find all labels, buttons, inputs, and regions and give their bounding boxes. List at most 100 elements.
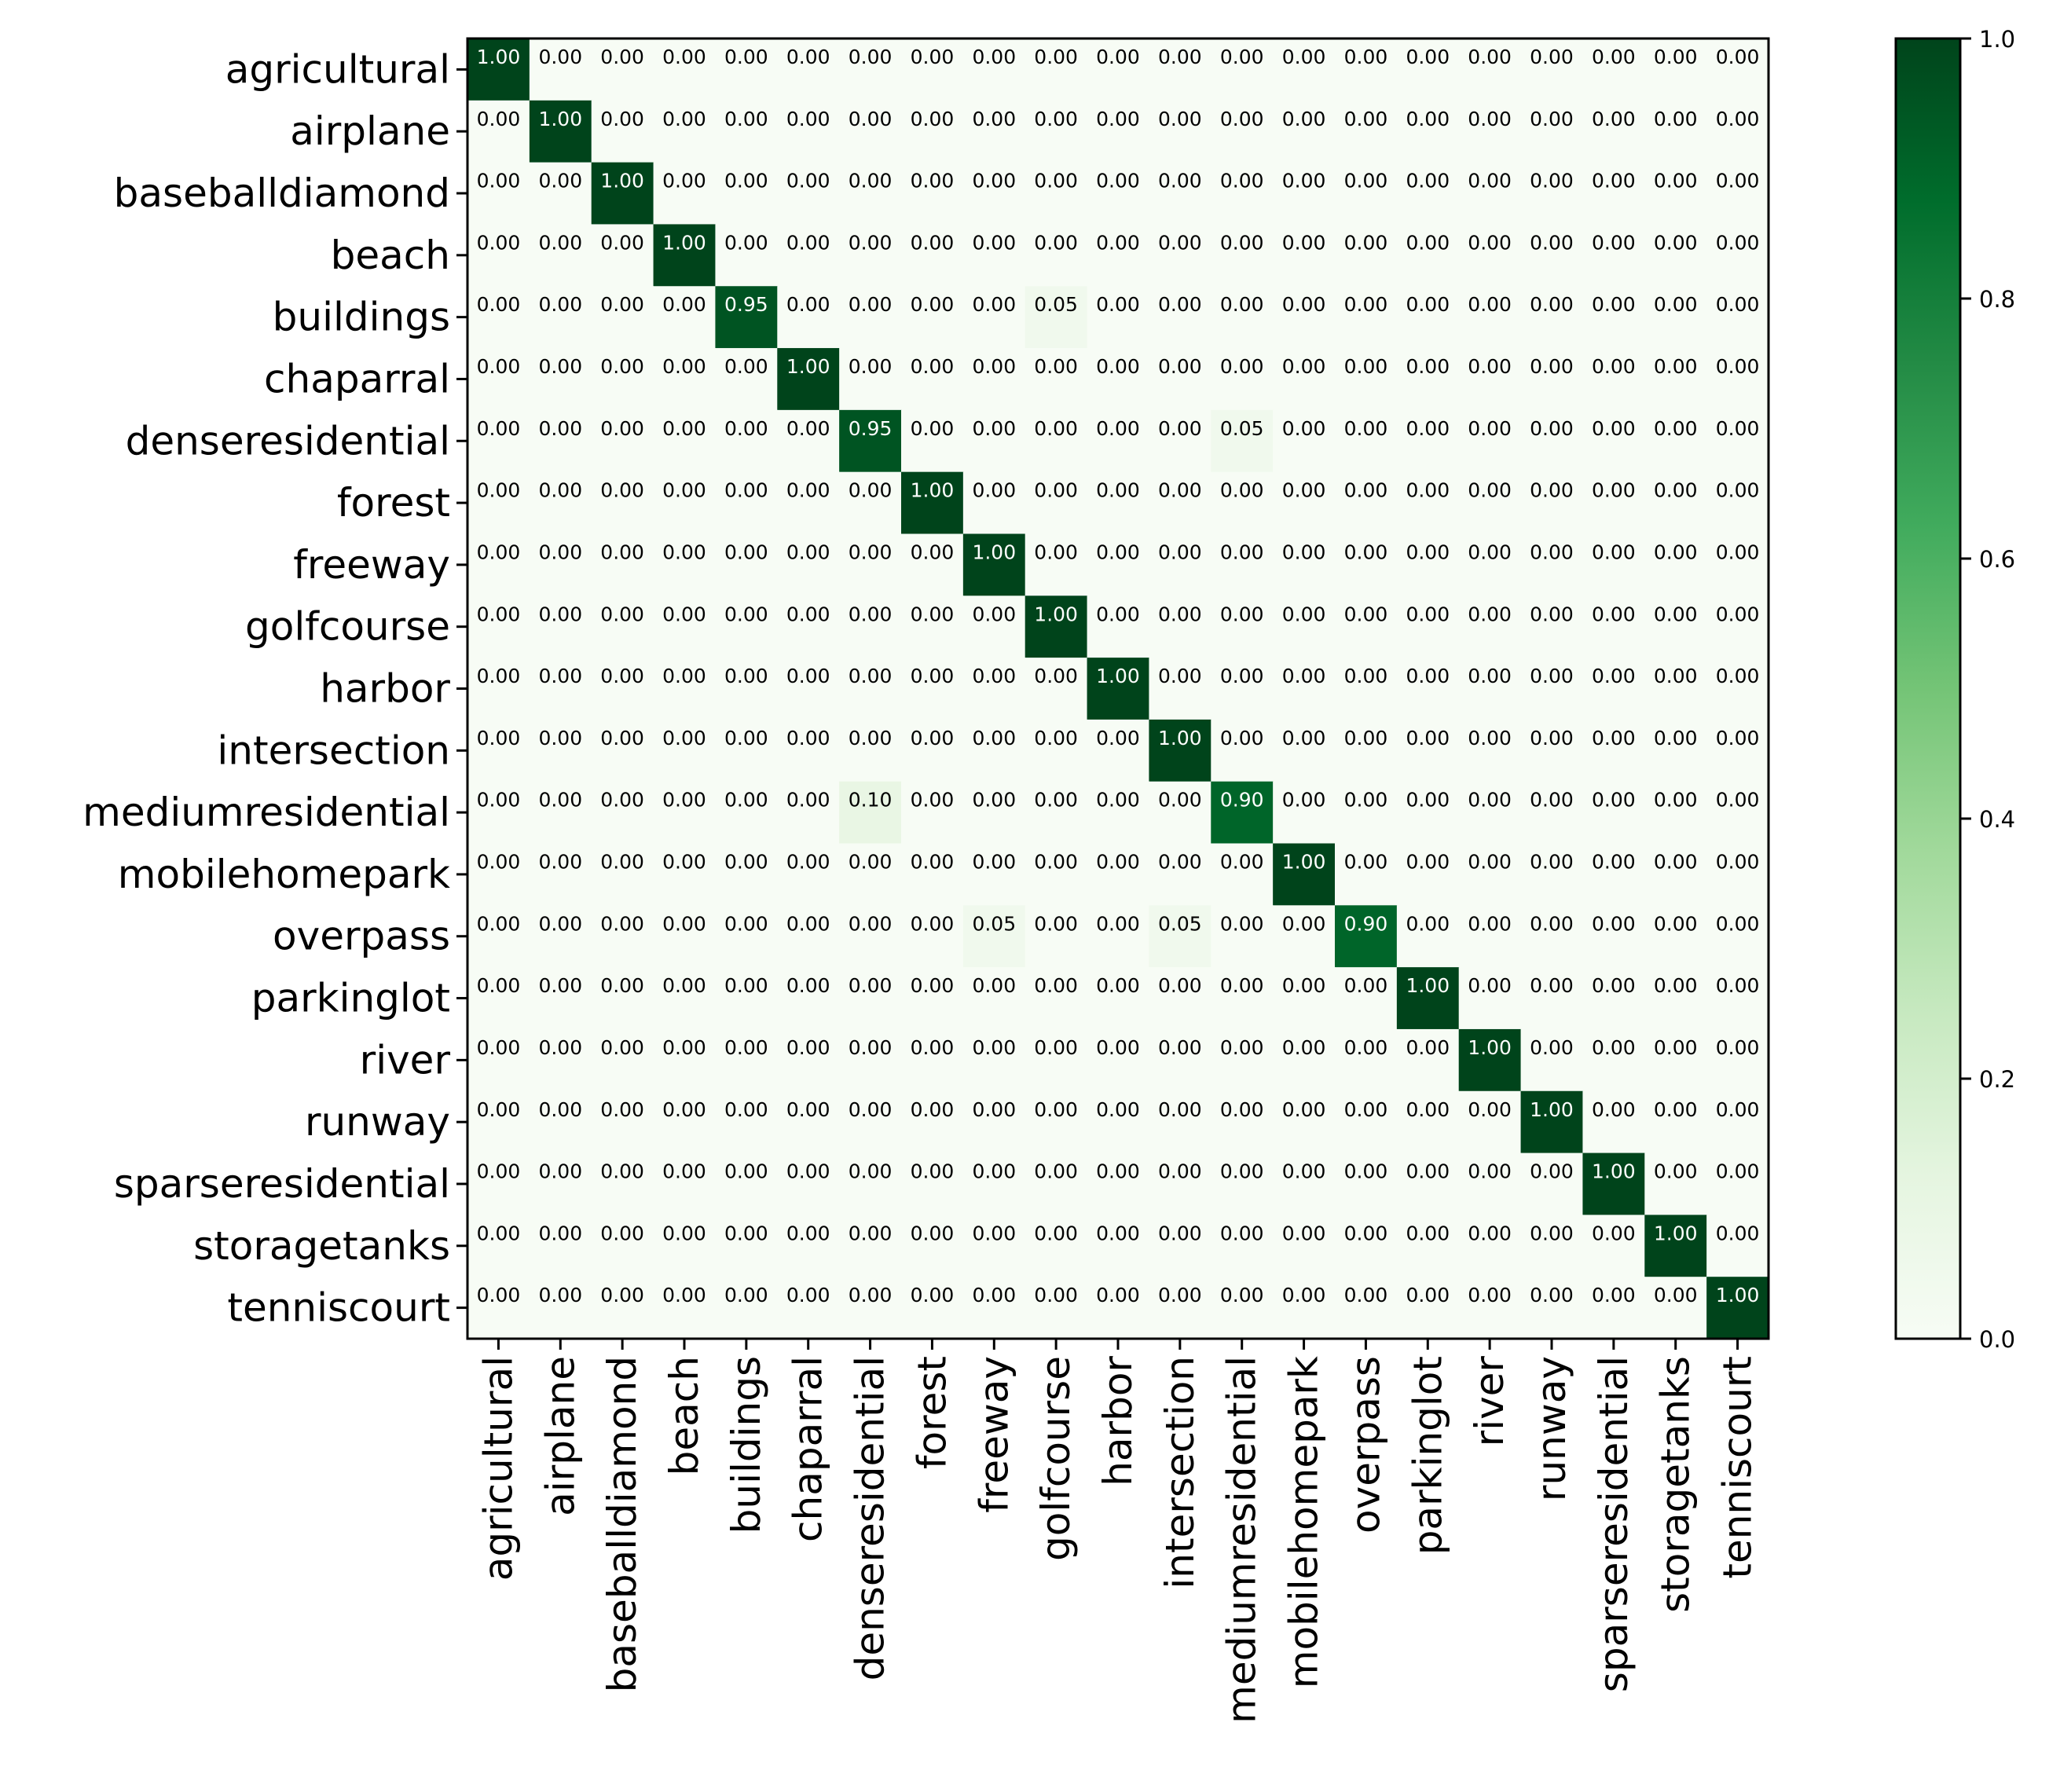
heatmap-cell: [1149, 596, 1211, 658]
cell-value-label: 0.00: [1158, 46, 1202, 68]
heatmap-cell: [839, 224, 902, 287]
heatmap-cell: [1396, 905, 1460, 968]
heatmap-cell: [1458, 781, 1522, 845]
heatmap-cell: [1087, 719, 1150, 782]
cell-value-label: 0.00: [1344, 355, 1388, 378]
heatmap-cell: [1706, 286, 1769, 349]
heatmap-cell: [1582, 224, 1645, 287]
heatmap-cell: [1458, 471, 1522, 535]
heatmap-cell-labels: 1.00 0.00 0.00 0.00 0.00 0.00 0.00 0.00 0.00 0.00…: [477, 46, 1760, 1306]
cell-value-label: 0.00: [1344, 974, 1388, 997]
cell-value-label: 0.00: [1344, 541, 1388, 563]
heatmap-cell: [1024, 967, 1088, 1030]
cell-value-label: 0.00: [1530, 974, 1574, 997]
cell-value-label: 0.00: [600, 541, 644, 563]
heatmap-cell: [839, 38, 902, 101]
cell-value-label: 0.00: [911, 603, 955, 625]
heatmap-cell: [1024, 1215, 1088, 1277]
cell-value-label: 0.00: [1654, 417, 1698, 440]
cell-value-label: 0.00: [911, 851, 955, 874]
heatmap-cell: [1644, 471, 1707, 535]
heatmap-cell: [715, 1028, 778, 1092]
cell-value-label: 0.00: [1158, 355, 1202, 378]
heatmap-cell: [1520, 1028, 1584, 1092]
heatmap-cell: [715, 409, 778, 473]
heatmap-cell: [1520, 596, 1584, 658]
cell-value-label: 0.00: [1406, 789, 1450, 812]
heatmap-cell: [962, 719, 1026, 782]
cell-value-label: 0.00: [538, 1284, 582, 1306]
cell-value-label: 0.00: [1716, 479, 1760, 502]
x-tick-label: baseballdiamond: [599, 1356, 645, 1692]
cell-value-label: 0.00: [724, 541, 768, 563]
heatmap-cell: [1520, 38, 1584, 101]
heatmap-cell: [1273, 533, 1336, 596]
heatmap-cell: [1706, 658, 1769, 720]
heatmap-cell: [529, 348, 592, 411]
cell-value-label: 0.00: [600, 912, 644, 935]
y-tick-label: chaparral: [264, 356, 450, 401]
cell-value-label: 0.00: [724, 1222, 768, 1244]
heatmap-cell: [901, 286, 964, 349]
cell-value-label: 0.00: [786, 1284, 830, 1306]
heatmap-cell: [777, 719, 840, 782]
heatmap-cell: [1458, 100, 1522, 163]
heatmap-cell: [591, 471, 654, 535]
colorbar-tick-label: 0.4: [1979, 806, 2015, 833]
cell-value-label: 0.00: [1220, 355, 1264, 378]
cell-value-label: 0.00: [1220, 108, 1264, 130]
cell-value-label: 0.00: [538, 851, 582, 874]
heatmap-cell: [1706, 596, 1769, 658]
heatmap-cell: [467, 100, 530, 163]
heatmap-cell: [1087, 348, 1150, 411]
heatmap-cell: [1087, 1215, 1150, 1277]
cell-value-label: 0.00: [1406, 1222, 1450, 1244]
heatmap-cell: [1396, 967, 1460, 1030]
heatmap-cell: [1149, 905, 1211, 968]
cell-value-label: 0.00: [1096, 170, 1140, 192]
heatmap-cell: [777, 1028, 840, 1092]
cell-value-label: 0.00: [786, 108, 830, 130]
cell-value-label: 0.00: [786, 417, 830, 440]
cell-value-label: 0.00: [849, 293, 893, 316]
cell-value-label: 0.00: [911, 541, 955, 563]
heatmap-cell: [1087, 1153, 1150, 1215]
cell-value-label: 0.00: [662, 46, 706, 68]
cell-value-label: 0.00: [1034, 974, 1078, 997]
heatmap-cell: [1024, 843, 1088, 906]
heatmap-cell: [901, 967, 964, 1030]
heatmap-cell: [1520, 1277, 1584, 1339]
heatmap-cell: [777, 471, 840, 535]
cell-value-label: 0.00: [1282, 1222, 1326, 1244]
heatmap-cell: [1396, 533, 1460, 596]
cell-value-label: 0.00: [1592, 231, 1636, 254]
heatmap-cell: [901, 409, 964, 473]
heatmap-cell: [1273, 286, 1336, 349]
heatmap-cell: [1024, 1153, 1088, 1215]
cell-value-label: 0.00: [477, 974, 521, 997]
heatmap-cell: [1396, 286, 1460, 349]
cell-value-label: 0.00: [1158, 1222, 1202, 1244]
cell-value-label: 0.00: [911, 1036, 955, 1059]
cell-value-label: 1.00: [1592, 1160, 1636, 1183]
heatmap-cell: [529, 471, 592, 535]
heatmap-cell: [1149, 224, 1211, 287]
cell-value-label: 0.00: [538, 603, 582, 625]
heatmap-cell: [715, 38, 778, 101]
heatmap-cell: [962, 224, 1026, 287]
y-tick-label: mobilehomepark: [118, 852, 450, 897]
heatmap-cell: [1273, 162, 1336, 225]
heatmap-cell: [1706, 38, 1769, 101]
heatmap-cell: [653, 533, 717, 596]
cell-value-label: 0.00: [1344, 479, 1388, 502]
cell-value-label: 0.00: [849, 1284, 893, 1306]
cell-value-label: 0.00: [1654, 231, 1698, 254]
heatmap-cell: [653, 781, 717, 845]
x-tick-label: intersection: [1157, 1356, 1203, 1589]
cell-value-label: 0.00: [600, 46, 644, 68]
heatmap-cell: [1273, 1277, 1336, 1339]
cell-value-label: 0.00: [911, 912, 955, 935]
cell-value-label: 0.00: [600, 231, 644, 254]
heatmap-cell: [1396, 1153, 1460, 1215]
heatmap-cell: [962, 38, 1026, 101]
